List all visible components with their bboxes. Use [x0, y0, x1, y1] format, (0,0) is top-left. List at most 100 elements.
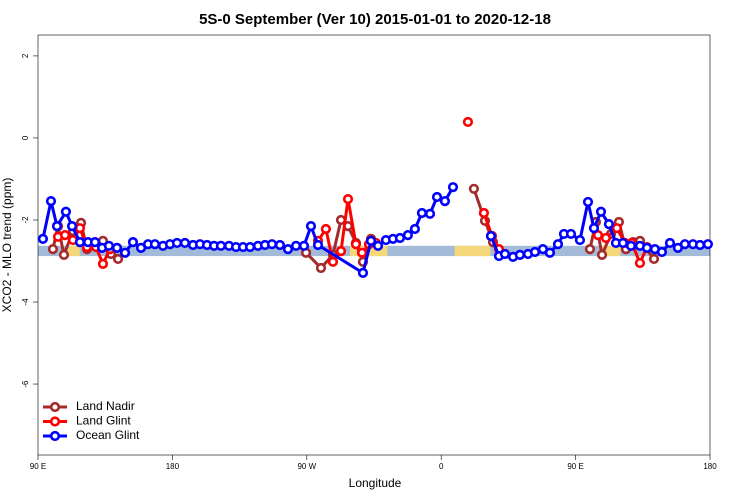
data-point — [431, 191, 443, 203]
data-point — [603, 218, 615, 230]
data-point — [468, 183, 480, 194]
data-point — [357, 267, 369, 278]
data-point — [409, 223, 421, 235]
data-point — [634, 257, 646, 269]
data-point — [179, 237, 191, 249]
x-tick-label: 90 E — [30, 462, 46, 471]
data-point — [588, 223, 600, 234]
data-point — [45, 196, 57, 207]
data-point — [582, 196, 594, 208]
data-point — [424, 208, 436, 219]
x-tick-label: 90 W — [297, 462, 316, 471]
data-point — [51, 221, 63, 232]
data-point — [305, 221, 317, 232]
legend-marker — [49, 416, 61, 427]
data-point — [679, 239, 691, 250]
data-point — [574, 234, 586, 246]
data-point — [439, 196, 451, 207]
data-point — [416, 207, 428, 219]
data-point — [60, 206, 72, 217]
data-point — [584, 244, 596, 255]
data-point — [66, 221, 78, 232]
data-point — [119, 247, 131, 258]
data-point — [103, 240, 115, 251]
data-point — [702, 239, 714, 250]
data-point — [552, 239, 564, 250]
data-point — [595, 206, 607, 217]
chart-title: 5S-0 September (Ver 10) 2015-01-01 to 20… — [199, 11, 551, 28]
x-tick-label: 0 — [439, 462, 444, 471]
data-point — [648, 253, 660, 265]
data-point — [529, 246, 541, 258]
data-point — [244, 241, 256, 253]
data-point — [171, 237, 183, 249]
data-point — [625, 240, 637, 251]
data-point — [656, 246, 668, 258]
data-point — [478, 207, 490, 219]
data-point — [127, 237, 139, 248]
y-tick-label: 2 — [21, 53, 30, 58]
data-point — [320, 223, 332, 235]
x-tick-label: 90 E — [567, 462, 583, 471]
data-point — [315, 262, 327, 274]
data-point — [365, 235, 377, 246]
data-point — [111, 242, 123, 253]
data-point — [600, 232, 612, 244]
data-point — [462, 116, 474, 128]
legend-marker — [49, 430, 61, 442]
data-point — [485, 230, 497, 242]
data-point — [97, 258, 109, 269]
data-point — [342, 193, 354, 205]
surface-band-highlight — [66, 245, 80, 257]
data-point — [350, 239, 362, 250]
data-point — [290, 240, 302, 251]
data-point — [74, 237, 86, 248]
data-point — [372, 240, 384, 251]
data-point — [149, 239, 161, 250]
legend-label: Land Glint — [76, 414, 131, 428]
data-point — [274, 239, 286, 251]
y-tick-label: -4 — [21, 298, 30, 306]
data-point — [394, 232, 406, 244]
data-point — [514, 249, 525, 260]
data-point — [312, 239, 324, 251]
data-point — [327, 256, 339, 267]
data-point — [298, 240, 310, 251]
data-point — [447, 182, 459, 193]
surface-band-highlight — [454, 245, 491, 257]
data-point — [215, 240, 227, 251]
data-point — [112, 253, 124, 265]
legend-label: Land Nadir — [76, 399, 135, 413]
legend-label: Ocean Glint — [76, 428, 140, 442]
data-point — [544, 247, 556, 258]
data-point — [58, 249, 70, 260]
data-point — [617, 237, 629, 249]
data-point — [266, 239, 278, 250]
data-point — [335, 246, 347, 257]
data-point — [641, 242, 653, 253]
data-point — [596, 249, 608, 260]
y-axis-label: XCO2 - MLO trend (ppm) — [0, 178, 14, 313]
data-point — [499, 248, 511, 260]
y-tick-label: 0 — [21, 135, 30, 140]
y-tick-label: -2 — [21, 216, 30, 224]
data-point — [611, 223, 623, 234]
data-point — [89, 237, 101, 248]
data-point — [694, 239, 706, 251]
data-point — [282, 244, 294, 255]
data-point — [402, 230, 413, 241]
data-point — [565, 228, 577, 240]
x-tick-label: 180 — [166, 462, 180, 471]
y-tick-label: -6 — [21, 380, 30, 388]
legend-marker — [49, 401, 61, 413]
data-point — [59, 230, 71, 241]
data-point — [664, 237, 676, 249]
data-point — [74, 223, 86, 234]
data-point — [356, 247, 368, 258]
x-tick-label: 180 — [703, 462, 717, 471]
surface-band-highlight — [599, 245, 621, 257]
data-point — [37, 233, 49, 244]
data-point — [47, 244, 59, 255]
